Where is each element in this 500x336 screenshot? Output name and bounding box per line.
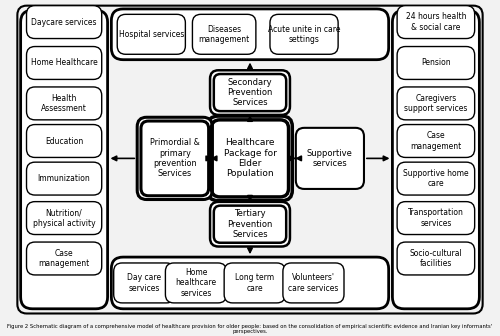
FancyBboxPatch shape [397, 87, 474, 120]
Text: Immunization: Immunization [38, 174, 90, 183]
Text: Daycare services: Daycare services [32, 17, 97, 27]
FancyBboxPatch shape [397, 46, 474, 79]
FancyBboxPatch shape [392, 10, 480, 309]
Text: Supportive
services: Supportive services [307, 149, 353, 168]
FancyBboxPatch shape [26, 87, 102, 120]
FancyBboxPatch shape [117, 14, 186, 54]
FancyBboxPatch shape [26, 242, 102, 275]
Text: Primordial &
primary
prevention
Services: Primordial & primary prevention Services [150, 138, 200, 178]
FancyBboxPatch shape [26, 162, 102, 195]
FancyBboxPatch shape [283, 263, 344, 303]
FancyBboxPatch shape [208, 116, 292, 201]
Text: Hospital services: Hospital services [118, 30, 184, 39]
FancyBboxPatch shape [397, 162, 474, 195]
Text: Socio-cultural
facilities: Socio-cultural facilities [410, 249, 463, 268]
FancyBboxPatch shape [26, 46, 102, 79]
Text: Education: Education [45, 136, 83, 145]
Text: Long term
care: Long term care [235, 273, 275, 293]
FancyBboxPatch shape [26, 202, 102, 235]
Text: Case
management: Case management [410, 131, 462, 151]
FancyBboxPatch shape [166, 263, 226, 303]
FancyBboxPatch shape [210, 202, 290, 247]
FancyBboxPatch shape [224, 263, 285, 303]
FancyBboxPatch shape [26, 6, 102, 39]
Text: Case
management: Case management [38, 249, 90, 268]
Text: Diseases
management: Diseases management [198, 25, 250, 44]
FancyBboxPatch shape [397, 125, 474, 158]
Text: Pension: Pension [421, 58, 450, 68]
FancyBboxPatch shape [114, 263, 175, 303]
Text: Figure 2 Schematic diagram of a comprehensive model of healthcare provision for : Figure 2 Schematic diagram of a comprehe… [8, 324, 492, 334]
FancyBboxPatch shape [397, 6, 474, 39]
FancyBboxPatch shape [112, 257, 388, 309]
FancyBboxPatch shape [210, 70, 290, 115]
Text: Caregivers
support services: Caregivers support services [404, 94, 468, 113]
FancyBboxPatch shape [270, 14, 338, 54]
Text: Home
healthcare
services: Home healthcare services [176, 268, 216, 298]
Text: Healthcare
Package for
Elder
Population: Healthcare Package for Elder Population [224, 138, 276, 178]
FancyBboxPatch shape [137, 117, 212, 200]
FancyBboxPatch shape [112, 9, 388, 60]
FancyBboxPatch shape [26, 125, 102, 158]
Text: Supportive home
care: Supportive home care [403, 169, 468, 188]
Text: Transportation
services: Transportation services [408, 208, 464, 228]
Text: Home Healthcare: Home Healthcare [30, 58, 98, 68]
Text: Health
Assessment: Health Assessment [41, 94, 87, 113]
FancyBboxPatch shape [296, 128, 364, 189]
FancyBboxPatch shape [18, 6, 482, 313]
Text: Acute unite in care
settings: Acute unite in care settings [268, 25, 340, 44]
Text: Nutrition/
physical activity: Nutrition/ physical activity [33, 208, 96, 228]
FancyBboxPatch shape [192, 14, 256, 54]
FancyBboxPatch shape [397, 242, 474, 275]
FancyBboxPatch shape [20, 10, 108, 309]
Text: Volunteers'
care services: Volunteers' care services [288, 273, 339, 293]
Text: 24 hours health
& social care: 24 hours health & social care [406, 12, 466, 32]
Text: Day care
services: Day care services [127, 273, 162, 293]
FancyBboxPatch shape [397, 202, 474, 235]
Text: Tertiary
Prevention
Services: Tertiary Prevention Services [228, 209, 272, 239]
Text: Secondary
Prevention
Services: Secondary Prevention Services [228, 78, 272, 108]
